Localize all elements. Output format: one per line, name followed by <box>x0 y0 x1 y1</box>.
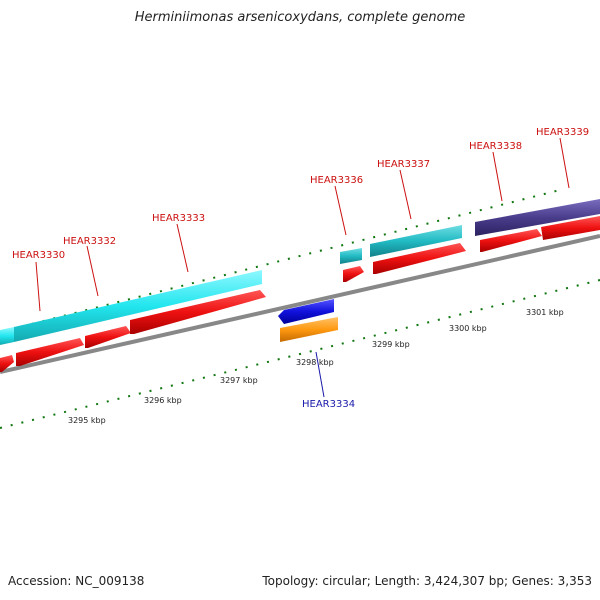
scale-label-3300: 3300 kbp <box>449 324 487 333</box>
cds-arrow-hear3333[interactable] <box>130 290 266 334</box>
gene-label-hear3333[interactable]: HEAR3333 <box>152 213 205 224</box>
gene-bar-hear3334[interactable] <box>280 317 338 342</box>
scale-label-3299: 3299 kbp <box>372 340 410 349</box>
gene-label-hear3339[interactable]: HEAR3339 <box>536 127 589 138</box>
genome-summary: Topology: circular; Length: 3,424,307 bp… <box>262 574 592 588</box>
scale-label-3301: 3301 kbp <box>526 308 564 317</box>
gene-bar-hear3336[interactable] <box>340 248 362 264</box>
cds-arrow-hear3330[interactable] <box>0 355 14 372</box>
cds-arrow-hear3339[interactable] <box>541 216 600 240</box>
map-title: Herminiimonas arsenicoxydans, complete g… <box>134 10 466 25</box>
reverse-tick-track <box>0 279 600 429</box>
gene-bar-hear3330[interactable] <box>0 327 14 345</box>
label-leaders-forward <box>35 137 570 312</box>
forward-tick-track <box>0 189 561 333</box>
gene-label-hear3330[interactable]: HEAR3330 <box>12 250 65 261</box>
gene-bar-hear3333[interactable] <box>14 270 262 342</box>
gene-label-hear3336[interactable]: HEAR3336 <box>310 175 363 186</box>
cds-arrow-hear3334[interactable] <box>278 299 334 324</box>
gene-label-hear3337[interactable]: HEAR3337 <box>377 159 430 170</box>
cds-arrow-hear3332[interactable] <box>85 326 131 348</box>
label-leaders-reverse <box>315 351 325 398</box>
cds-arrow-hear3336[interactable] <box>343 266 364 282</box>
cds-arrow-hear3338[interactable] <box>480 229 542 252</box>
scale-label-3296: 3296 kbp <box>144 396 182 405</box>
scale-label-3297: 3297 kbp <box>220 376 258 385</box>
gene-label-hear3332[interactable]: HEAR3332 <box>63 236 116 247</box>
backbone-line <box>0 234 600 374</box>
cds-arrow-hear3331[interactable] <box>16 338 84 366</box>
gene-bar-hear3338[interactable] <box>475 199 600 236</box>
gene-bar-hear3337[interactable] <box>370 225 462 257</box>
cds-arrow-hear3337[interactable] <box>373 243 466 274</box>
gene-label-hear3334[interactable]: HEAR3334 <box>302 399 355 410</box>
scale-label-3298: 3298 kbp <box>296 358 334 367</box>
scale-label-3295: 3295 kbp <box>68 416 106 425</box>
gene-label-hear3338[interactable]: HEAR3338 <box>469 141 522 152</box>
accession-label: Accession: NC_009138 <box>8 574 145 588</box>
